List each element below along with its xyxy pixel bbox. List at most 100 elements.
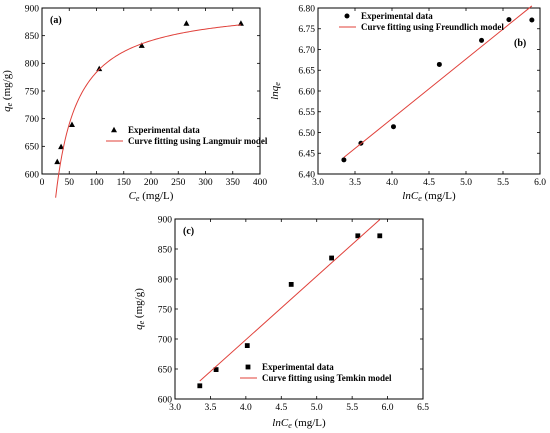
y-tick-label: 700: [158, 335, 173, 345]
x-tick-label: 100: [89, 178, 104, 188]
x-axis-title-base: lnC: [272, 417, 289, 429]
data-point: [329, 255, 334, 261]
x-axis-title-sub: e: [418, 194, 422, 203]
data-point: [288, 282, 294, 287]
x-tick-label: 5.5: [497, 178, 509, 188]
data-point: [68, 121, 75, 128]
legend-marker: [245, 364, 251, 370]
chart-panel-2: 3.0 3.5 4.0 4.5 5.0 5.5 6.0 6.40 6.45 6.50 6.55 6.6…: [269, 4, 546, 203]
y-tick-label: 600: [25, 170, 40, 180]
y-axis-title-unit: (mg/g): [1, 70, 13, 103]
plot-frame: [174, 218, 424, 400]
y-axis-title-unit: (mg/g): [133, 288, 145, 321]
data-point: [183, 20, 190, 26]
y-axis-title: qe (mg/g): [1, 70, 14, 112]
y-tick-label: 6.50: [298, 129, 315, 139]
data-point: [529, 17, 535, 23]
y-tick-label: 750: [25, 87, 40, 97]
data-point: [377, 233, 383, 239]
legend-label-data: Experimental data: [262, 362, 334, 372]
legend-label-fit: Curve fitting using Langmuir model: [128, 136, 268, 146]
y-tick-label: 700: [25, 115, 40, 125]
y-tick-label: 6.70: [298, 46, 315, 56]
y-axis-title: qe (mg/g): [133, 288, 146, 330]
x-axis-title-sub: e: [136, 194, 140, 203]
fit-line: [343, 5, 533, 158]
x-axis-title-unit: (mg/L): [292, 417, 326, 429]
x-axis-title: Ce (mg/L): [129, 190, 174, 203]
x-tick-label: 5.0: [460, 178, 472, 188]
x-axis-title-base: C: [129, 190, 137, 202]
x-axis-title-base: lnC: [402, 190, 419, 202]
x-tick-label: 4.5: [423, 178, 435, 188]
x-tick-label: 6.0: [534, 178, 546, 188]
data-point: [237, 20, 244, 26]
data-point: [506, 17, 512, 23]
data-point: [355, 233, 361, 239]
y-tick-label: 6.40: [298, 170, 315, 180]
x-tick-label: 300: [198, 178, 213, 188]
panel-label: (c): [183, 226, 194, 237]
x-tick-label: 6.5: [417, 403, 429, 413]
data-point: [390, 124, 396, 130]
x-axis-title-unit: (mg/L): [422, 190, 456, 202]
x-tick-label: 50: [65, 178, 75, 188]
y-tick-label: 900: [25, 4, 40, 14]
y-tick-label: 800: [158, 275, 173, 285]
y-tick-label: 6.65: [298, 67, 315, 77]
y-tick-label: 6.75: [298, 25, 315, 35]
y-axis-title-base: lnq: [269, 85, 281, 100]
x-axis-title-sub: e: [288, 421, 292, 430]
x-tick-label: 3.0: [169, 403, 181, 413]
data-point: [213, 367, 219, 372]
data-point: [479, 37, 485, 43]
legend-label-fit: Curve fitting using Freundlich model: [361, 22, 504, 32]
x-tick-label: 350: [226, 178, 241, 188]
y-tick-label: 6.80: [298, 4, 315, 14]
panel-label: (a): [50, 15, 62, 26]
x-tick-label: 150: [117, 178, 132, 188]
x-tick-label: 5.5: [346, 403, 358, 413]
fit-line: [199, 219, 381, 382]
chart-panel-1: 0 50 100 150 200 250 300 350 400 600 650 700 750 800 8…: [1, 4, 268, 203]
y-axis-title-sub: e: [273, 82, 282, 86]
x-tick-label: 3.0: [312, 178, 324, 188]
x-tick-label: 3.5: [349, 178, 361, 188]
y-tick-label: 900: [158, 215, 173, 225]
y-tick-label: 6.55: [298, 108, 315, 118]
y-tick-label: 850: [25, 32, 40, 42]
legend-label-data: Experimental data: [361, 11, 433, 21]
legend-label-data: Experimental data: [128, 125, 200, 135]
y-tick-label: 650: [25, 143, 40, 153]
legend-marker: [111, 126, 117, 133]
x-tick-label: 4.0: [386, 178, 398, 188]
y-axis-title-sub: e: [5, 102, 14, 106]
y-tick-label: 600: [158, 395, 173, 405]
y-tick-label: 800: [25, 60, 40, 70]
y-tick-label: 850: [158, 245, 173, 255]
y-tick-label: 650: [158, 365, 173, 375]
x-tick-label: 4.0: [240, 403, 252, 413]
y-axis-title: lnqe: [269, 82, 282, 100]
chart-panel-3: 3.0 3.5 4.0 4.5 5.0 5.5 6.0 6.5 600 650 700 750 800 8…: [133, 215, 429, 430]
x-tick-label: 200: [144, 178, 159, 188]
data-point: [341, 157, 347, 163]
data-point: [58, 143, 65, 150]
x-tick-label: 3.5: [204, 403, 216, 413]
y-axis-title-base: q: [1, 106, 13, 112]
x-tick-label: 5.0: [311, 403, 323, 413]
y-axis-title-sub: e: [137, 320, 146, 324]
x-axis-title: lnCe (mg/L): [272, 417, 326, 430]
data-point: [436, 61, 442, 67]
y-tick-label: 750: [158, 305, 173, 315]
data-point: [96, 65, 103, 72]
data-point: [138, 42, 145, 48]
y-tick-label: 6.45: [298, 150, 315, 160]
x-tick-label: 250: [171, 178, 186, 188]
x-tick-label: 4.5: [275, 403, 287, 413]
x-tick-label: 0: [40, 178, 45, 188]
y-tick-label: 6.60: [298, 87, 315, 97]
